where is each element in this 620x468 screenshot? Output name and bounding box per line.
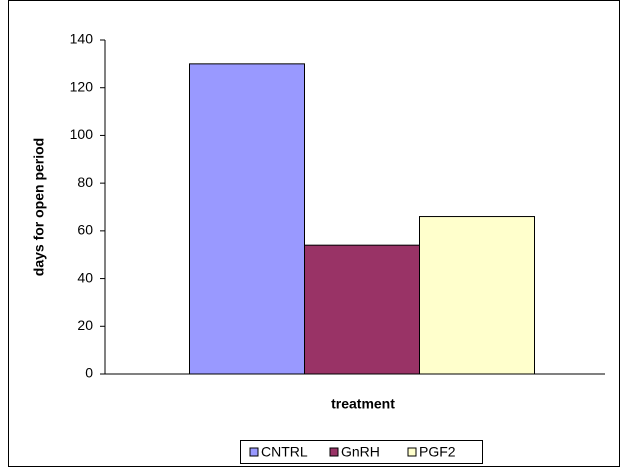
y-tick-label: 140 (70, 31, 94, 47)
legend-box (240, 440, 483, 464)
y-tick-label: 0 (85, 365, 93, 381)
y-tick-label: 120 (70, 78, 94, 94)
y-tick-label: 80 (77, 174, 93, 190)
legend-swatch (249, 447, 259, 457)
legend-label: GnRH (341, 444, 380, 460)
legend-swatch (329, 447, 339, 457)
y-tick-label: 100 (70, 126, 94, 142)
legend-label: PGF2 (419, 444, 456, 460)
y-tick-label: 40 (77, 269, 93, 285)
y-tick-label: 60 (77, 222, 93, 238)
bar (189, 63, 305, 375)
bar (304, 244, 420, 375)
x-axis-label: treatment (331, 396, 395, 412)
y-axis-label: days for open period (31, 138, 47, 276)
legend-swatch (407, 447, 417, 457)
bar (419, 216, 535, 375)
legend-label: CNTRL (261, 444, 308, 460)
y-tick-label: 20 (77, 317, 93, 333)
